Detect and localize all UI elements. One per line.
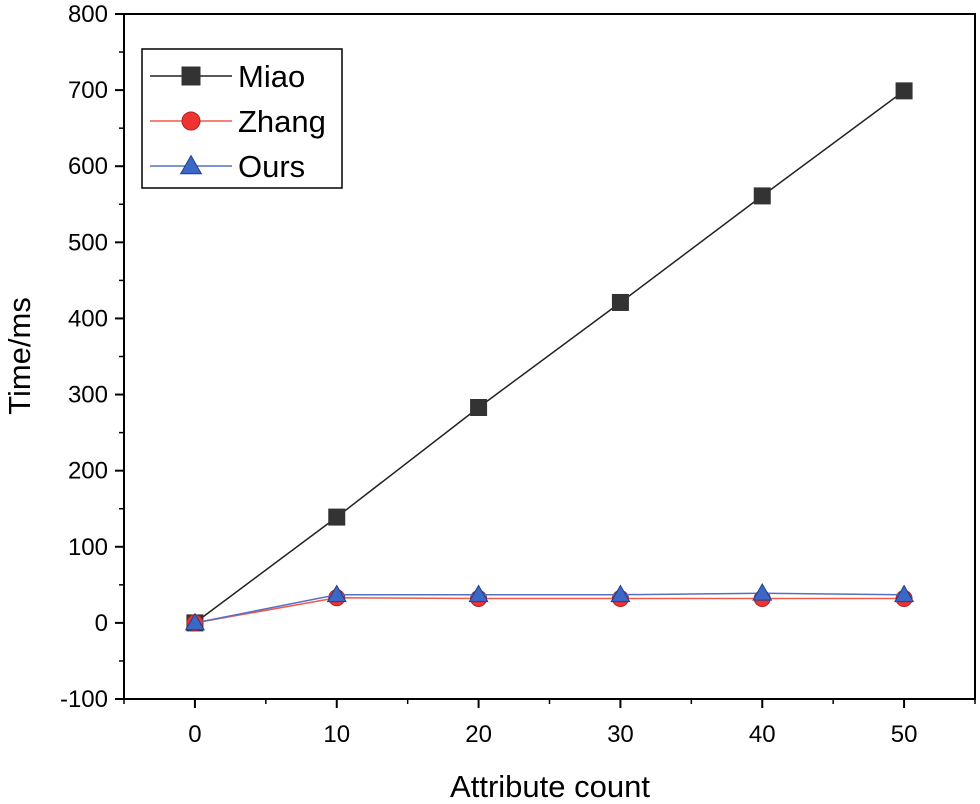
series-zhang — [186, 589, 913, 632]
series-line-ours — [194, 592, 905, 624]
series-ours — [184, 582, 915, 631]
y-tick-label: 700 — [68, 77, 108, 104]
data-point-ours — [752, 582, 773, 601]
x-tick-label: 40 — [749, 721, 776, 748]
data-point-miao — [611, 293, 629, 311]
data-point-miao — [470, 398, 488, 416]
series-line-miao — [194, 90, 905, 624]
x-tick-label: 30 — [607, 721, 634, 748]
legend: Miao Zhang Ours — [141, 48, 343, 189]
x-tick-label: 10 — [323, 721, 350, 748]
y-tick-label: 500 — [68, 229, 108, 256]
data-point-ours — [894, 584, 915, 603]
legend-marker-miao — [181, 66, 201, 86]
x-axis-title: Attribute count — [450, 769, 650, 804]
series-miao — [186, 82, 913, 632]
data-point-ours — [610, 584, 631, 603]
y-tick-label: 100 — [68, 534, 108, 561]
legend-label-ours: Ours — [238, 149, 305, 184]
data-point-miao — [328, 508, 346, 526]
y-tick-label: 0 — [95, 610, 108, 637]
data-point-miao — [753, 187, 771, 205]
x-tick-label: 0 — [188, 721, 201, 748]
data-point-ours — [468, 584, 489, 603]
legend-label-miao: Miao — [238, 59, 305, 94]
data-point-ours — [184, 612, 205, 631]
data-point-miao — [895, 82, 913, 100]
series-line-zhang — [194, 597, 905, 624]
axes: 0 10 20 30 40 50 -100 0 100 200 300 400 500 600 700 800 — [60, 1, 976, 748]
y-tick-label: 300 — [68, 382, 108, 409]
legend-marker-ours — [179, 154, 203, 175]
data-point-ours — [326, 584, 347, 603]
legend-box — [141, 48, 343, 189]
y-tick-label: -100 — [60, 686, 108, 713]
legend-label-zhang: Zhang — [238, 104, 326, 139]
legend-marker-zhang — [181, 111, 201, 131]
y-tick-label: 400 — [68, 305, 108, 332]
y-tick-label: 800 — [68, 1, 108, 28]
y-tick-label: 200 — [68, 458, 108, 485]
y-axis-title: Time/ms — [2, 297, 37, 415]
x-tick-label: 20 — [465, 721, 492, 748]
plot-series — [184, 82, 915, 632]
x-tick-label: 50 — [891, 721, 918, 748]
y-tick-label: 600 — [68, 153, 108, 180]
